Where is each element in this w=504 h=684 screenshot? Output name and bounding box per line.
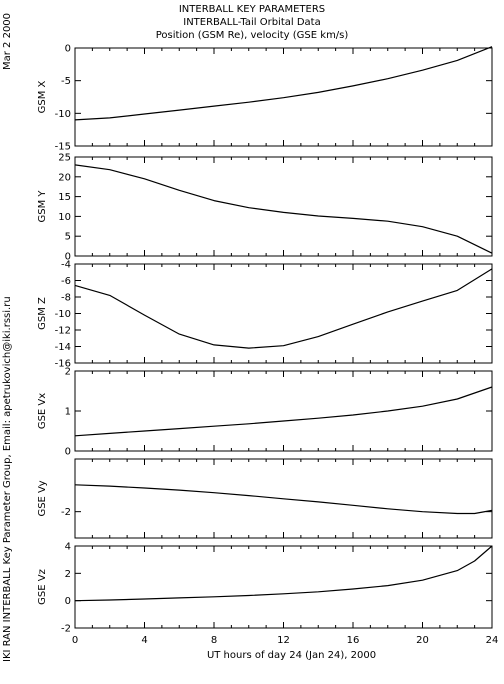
x-tick-label: 24: [486, 635, 499, 646]
y-tick-label: -16: [55, 359, 71, 370]
plot-frame: [74, 545, 493, 629]
y-tick-label: -12: [55, 326, 71, 337]
y-axis-label: GSM Z: [37, 297, 48, 330]
x-axis-label: UT hours of day 24 (Jan 24), 2000: [207, 650, 376, 661]
panel-gse-vy: -2 GSE Vy: [37, 458, 493, 539]
y-tick-label: 10: [58, 212, 71, 223]
plot-frame: [74, 156, 493, 257]
series-line-gse-vx: [74, 386, 493, 437]
y-axis-label: GSE Vx: [37, 393, 48, 429]
chart-title-line2: INTERBALL-Tail Orbital Data: [183, 17, 321, 28]
panel-gse-vx: 2 1 0 GSE Vx: [37, 367, 493, 458]
y-tick-label: 0: [65, 252, 71, 263]
series-line-gse-vz: [74, 545, 493, 602]
panel-gsm-y: 25 20 15 10 5 0 GSM Y: [37, 153, 493, 263]
series-line-gse-vy: [74, 484, 493, 515]
plot-frame: [74, 370, 493, 452]
y-tick-label: -8: [61, 293, 71, 304]
y-tick-label: -6: [61, 276, 71, 287]
panel-gse-vz: 4 2 0 -2 GSE Vz: [37, 542, 493, 635]
chart-title-line1: INTERBALL KEY PARAMETERS: [178, 4, 326, 15]
y-tick-label: -10: [55, 309, 71, 320]
y-axis-label: GSM X: [37, 80, 48, 113]
y-tick-label: 15: [58, 192, 71, 203]
y-tick-label: 1: [65, 407, 71, 418]
y-tick-label: -2: [61, 507, 71, 518]
chart-title-line3: Position (GSM Re), velocity (GSE km/s): [155, 30, 349, 41]
y-tick-label: 25: [58, 153, 71, 164]
series-line-gsm-y: [74, 164, 493, 254]
panel-gsm-x: 0 -5 -10 -15 GSM X: [37, 44, 493, 153]
y-tick-label: -15: [55, 142, 71, 153]
plot-frame: [74, 263, 493, 364]
y-tick-label: 4: [65, 542, 71, 553]
x-tick-label: 20: [416, 635, 429, 646]
y-tick-label: 2: [65, 367, 71, 378]
x-tick-label: 8: [211, 635, 217, 646]
plot-frame: [74, 47, 493, 147]
y-tick-label: 0: [65, 447, 71, 458]
y-axis-label: GSE Vz: [37, 569, 48, 605]
y-tick-label: 5: [65, 232, 71, 243]
series-line-gsm-x: [74, 46, 493, 121]
x-tick-label: 4: [141, 635, 147, 646]
y-tick-label: 0: [65, 44, 71, 55]
y-tick-label: 0: [65, 596, 71, 607]
y-tick-label: -5: [61, 76, 71, 87]
y-tick-label: 20: [58, 172, 71, 183]
y-tick-label: 2: [65, 569, 71, 580]
y-tick-label: -14: [55, 342, 71, 353]
x-tick-label: 0: [72, 635, 78, 646]
y-axis-label: GSM Y: [37, 190, 48, 223]
series-line-gsm-z: [74, 268, 493, 349]
y-tick-label: -10: [55, 109, 71, 120]
x-tick-label: 16: [347, 635, 360, 646]
y-tick-label: -2: [61, 624, 71, 635]
y-axis-label: GSE Vy: [37, 480, 48, 516]
panel-gsm-z: -4 -6 -8 -10 -12 -14 -16 GSM Z: [37, 260, 493, 370]
y-tick-label: -4: [61, 260, 71, 271]
x-tick-label: 12: [277, 635, 290, 646]
